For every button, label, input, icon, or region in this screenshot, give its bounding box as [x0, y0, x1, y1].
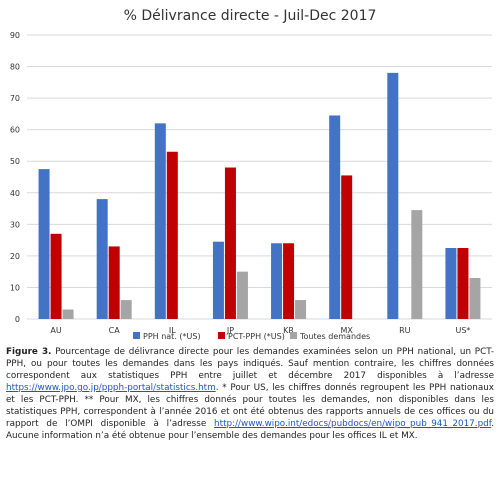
bar-mx-series-1: [329, 115, 341, 319]
bar-ru-series-3: [411, 210, 423, 319]
bar-chart: % Délivrance directe - Juil-Dec 2017 0 10…: [10, 8, 492, 341]
bar-kr-series-2: [283, 243, 295, 319]
y-tick-label: 30: [10, 220, 20, 229]
x-axis: AU CA IL JP KR MX RU US*: [50, 326, 470, 335]
x-tick-label: RU: [399, 326, 411, 335]
legend-swatch: [133, 332, 140, 339]
x-tick-label: US*: [455, 326, 470, 335]
bar-us-series-1: [445, 248, 457, 319]
y-tick-label: 10: [10, 283, 20, 292]
chart-title: % Délivrance directe - Juil-Dec 2017: [124, 8, 377, 24]
y-tick-label: 70: [10, 94, 20, 103]
x-tick-label: JP: [226, 326, 234, 335]
bar-jp-series-3: [236, 271, 248, 319]
caption-link-wipo[interactable]: http://www.wipo.int/edocs/pubdocs/en/wip…: [214, 419, 492, 429]
bar-kr-series-3: [295, 300, 307, 319]
bar-au-series-2: [50, 233, 62, 319]
caption-text-1: Pourcentage de délivrance directe pour l…: [6, 347, 494, 381]
y-tick-label: 0: [15, 315, 20, 324]
bar-au-series-1: [38, 169, 50, 319]
caption-text-3: . Aucune information n’a été obtenue pou…: [6, 419, 494, 441]
x-tick-label: AU: [50, 326, 61, 335]
legend-label: Toutes demandes: [299, 332, 370, 341]
x-tick-label: KR: [283, 326, 294, 335]
bar-au-series-3: [62, 309, 74, 319]
y-tick-label: 80: [10, 63, 20, 72]
caption-label: Figure 3.: [6, 347, 52, 357]
y-tick-label: 20: [10, 252, 20, 261]
bar-jp-series-2: [224, 167, 236, 319]
bar-il-series-1: [154, 123, 166, 319]
y-tick-label: 60: [10, 126, 20, 135]
bar-ru-series-1: [387, 72, 399, 319]
bar-ca-series-1: [96, 199, 108, 319]
x-tick-label: MX: [340, 326, 353, 335]
bar-jp-series-1: [212, 241, 224, 319]
x-tick-label: IL: [169, 326, 176, 335]
legend-swatch: [218, 332, 225, 339]
bar-ca-series-2: [108, 246, 120, 319]
legend-label: PPH nat. (*US): [143, 332, 201, 341]
figure-caption: Figure 3. Pourcentage de délivrance dire…: [6, 346, 494, 442]
legend: PPH nat. (*US) PCT-PPH (*US) Toutes demand…: [133, 332, 370, 341]
caption-text-2: . * Pour US, les chiffres donnés regroup…: [6, 383, 494, 429]
bar-mx-series-2: [341, 175, 353, 319]
bar-il-series-2: [166, 151, 178, 319]
y-axis: 0 10 20 30 40 50 60 70 80 90: [10, 31, 20, 324]
bar-us-series-2: [457, 248, 469, 319]
bar-ca-series-3: [120, 300, 132, 319]
y-tick-label: 50: [10, 157, 20, 166]
y-tick-label: 90: [10, 31, 20, 40]
legend-swatch: [290, 332, 297, 339]
bar-kr-series-1: [271, 243, 283, 319]
bar-us-series-3: [469, 277, 481, 319]
caption-link-jpo[interactable]: https://www.jpo.go.jp/ppph-portal/statis…: [6, 383, 216, 393]
legend-label: PCT-PPH (*US): [228, 332, 285, 341]
y-tick-label: 40: [10, 189, 20, 198]
x-tick-label: CA: [109, 326, 121, 335]
bars: [38, 72, 481, 319]
